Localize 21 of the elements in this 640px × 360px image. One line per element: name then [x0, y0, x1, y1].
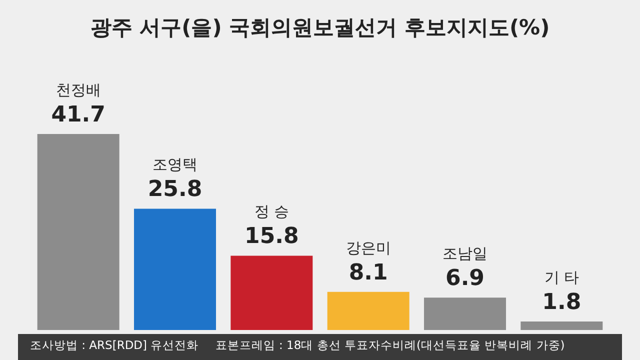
bar: [230, 256, 313, 330]
data-label: 25.8: [148, 177, 202, 202]
bar: [327, 292, 410, 330]
bar: [424, 298, 506, 330]
data-label: 15.8: [244, 224, 299, 250]
x-tick-label: 조영택: [152, 156, 198, 174]
x-tick-label: 강은미: [346, 238, 391, 257]
data-label: 8.1: [348, 260, 388, 286]
x-tick-label: 기 타: [544, 268, 580, 287]
x-tick-label: 정 승: [254, 202, 290, 221]
data-label: 6.9: [446, 266, 484, 292]
bar: [37, 134, 120, 330]
text: 조사방법 : ARS[RDD] 유선전화: [30, 338, 199, 352]
text: 표본프레임 : 18대 총선 투표자수비례(대선득표율 반복비례 가중): [215, 338, 565, 352]
data-label: 1.8: [542, 290, 582, 316]
x-tick-label: 천정배: [56, 81, 101, 100]
bar: [134, 208, 216, 330]
data-label: 41.7: [51, 102, 106, 128]
x-tick-label: 조남일: [442, 244, 488, 263]
bar: [520, 322, 603, 330]
chart-title: 광주 서구(을) 국회의원보궐선거 후보지지도(%): [90, 16, 550, 40]
